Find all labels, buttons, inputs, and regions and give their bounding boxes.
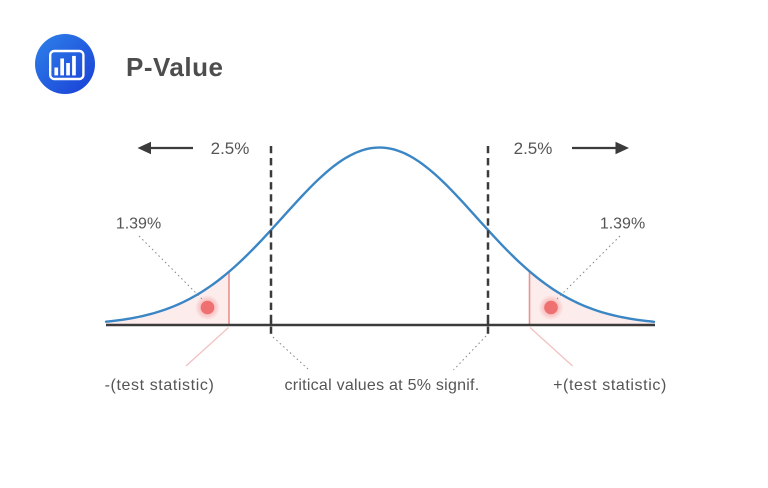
svg-text:2.5%: 2.5% xyxy=(211,139,250,158)
svg-text:1.39%: 1.39% xyxy=(116,216,161,233)
svg-text:2.5%: 2.5% xyxy=(514,139,553,158)
svg-text:+(test statistic): +(test statistic) xyxy=(553,377,667,394)
svg-text:1.39%: 1.39% xyxy=(600,216,645,233)
svg-text:-(test statistic): -(test statistic) xyxy=(105,377,215,394)
svg-text:critical values at 5% signif.: critical values at 5% signif. xyxy=(285,377,480,394)
